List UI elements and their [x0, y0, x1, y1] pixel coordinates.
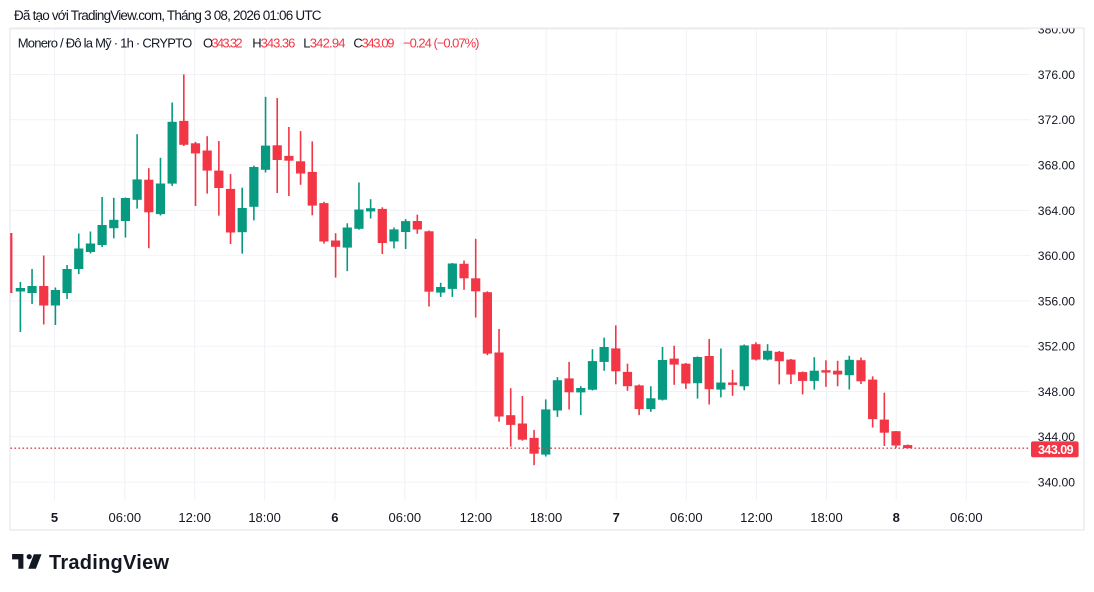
svg-text:360.00: 360.00: [1038, 249, 1075, 263]
svg-text:Monero / Đô la Mỹ · 1h · CRYPT: Monero / Đô la Mỹ · 1h · CRYPTO: [18, 36, 193, 51]
svg-text:12:00: 12:00: [740, 510, 773, 525]
svg-text:06:00: 06:00: [670, 510, 703, 525]
svg-text:H343.36: H343.36: [252, 36, 295, 51]
svg-text:343.09: 343.09: [1038, 443, 1074, 457]
svg-text:8: 8: [893, 510, 900, 525]
svg-text:7: 7: [613, 510, 620, 525]
svg-text:18:00: 18:00: [810, 510, 843, 525]
svg-text:Đã tạo với TradingView.com, Th: Đã tạo với TradingView.com, Tháng 3 08, …: [14, 8, 322, 23]
svg-text:5: 5: [51, 510, 58, 525]
svg-text:364.00: 364.00: [1038, 204, 1075, 218]
svg-text:380.00: 380.00: [1038, 23, 1075, 37]
svg-text:340.00: 340.00: [1038, 476, 1075, 490]
svg-text:348.00: 348.00: [1038, 385, 1075, 399]
svg-text:372.00: 372.00: [1038, 113, 1075, 127]
svg-text:352.00: 352.00: [1038, 340, 1075, 354]
svg-text:TradingView: TradingView: [49, 552, 169, 574]
svg-text:O343.32: O343.32: [203, 36, 243, 51]
svg-text:6: 6: [331, 510, 338, 525]
svg-text:06:00: 06:00: [389, 510, 422, 525]
svg-text:L342.94: L342.94: [303, 36, 345, 51]
svg-text:356.00: 356.00: [1038, 294, 1075, 308]
svg-text:368.00: 368.00: [1038, 159, 1075, 173]
svg-text:344.00: 344.00: [1038, 430, 1075, 444]
svg-text:12:00: 12:00: [460, 510, 493, 525]
svg-text:06:00: 06:00: [950, 510, 983, 525]
svg-text:06:00: 06:00: [109, 510, 142, 525]
svg-text:18:00: 18:00: [248, 510, 281, 525]
svg-text:376.00: 376.00: [1038, 68, 1075, 82]
svg-text:C343.09: C343.09: [353, 36, 394, 51]
svg-text:18:00: 18:00: [530, 510, 563, 525]
svg-text:−0.24 (−0.07%): −0.24 (−0.07%): [403, 36, 480, 51]
svg-text:12:00: 12:00: [178, 510, 211, 525]
